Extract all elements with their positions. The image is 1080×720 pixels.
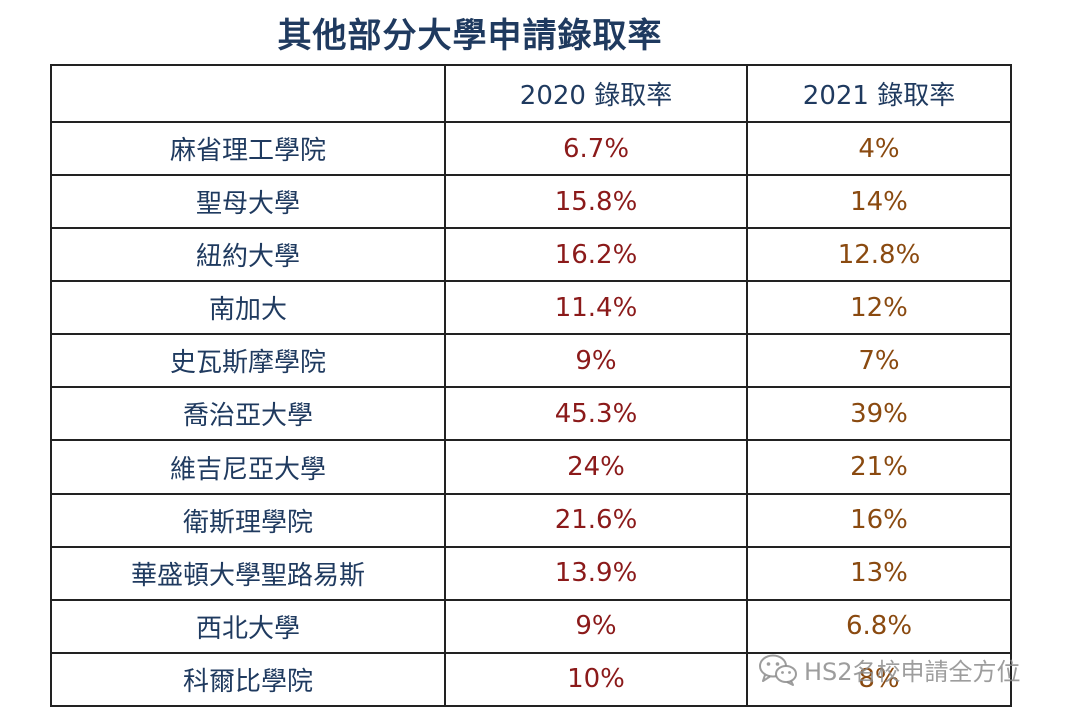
table-row: 西北大學 9% 6.8% (50, 598, 1012, 654)
school-name: 喬治亞大學 (50, 386, 446, 442)
school-name: 聖母大學 (50, 174, 446, 230)
rate-2020: 24% (444, 439, 748, 495)
rate-2020: 6.7% (444, 120, 748, 177)
rate-2021: 39% (746, 386, 1012, 442)
school-name: 華盛頓大學聖路易斯 (50, 545, 446, 601)
table-row: 聖母大學 15.8% 14% (50, 174, 1012, 230)
rate-2021: 4% (746, 120, 1012, 177)
rate-2021: 12.8% (746, 227, 1012, 283)
school-name: 南加大 (50, 280, 446, 336)
rate-2020: 45.3% (444, 386, 748, 442)
header-school (50, 64, 446, 123)
rate-2021: 8% (746, 651, 1012, 708)
table-header-row: 2020 錄取率 2021 錄取率 (50, 64, 1012, 123)
table-row: 喬治亞大學 45.3% 39% (50, 386, 1012, 442)
table-row: 南加大 11.4% 12% (50, 280, 1012, 336)
header-2020-rate: 2020 錄取率 (444, 64, 748, 123)
rate-2020: 9% (444, 598, 748, 654)
school-name: 紐約大學 (50, 227, 446, 283)
rate-2021: 6.8% (746, 598, 1012, 654)
school-name: 衛斯理學院 (50, 492, 446, 548)
table-row: 維吉尼亞大學 24% 21% (50, 439, 1012, 495)
rate-2021: 13% (746, 545, 1012, 601)
school-name: 西北大學 (50, 598, 446, 654)
rate-2021: 7% (746, 333, 1012, 389)
rate-2020: 16.2% (444, 227, 748, 283)
table-row: 衛斯理學院 21.6% 16% (50, 492, 1012, 548)
table-row: 紐約大學 16.2% 12.8% (50, 227, 1012, 283)
table-row: 麻省理工學院 6.7% 4% (50, 120, 1012, 177)
admission-rate-table: 2020 錄取率 2021 錄取率 麻省理工學院 6.7% 4% 聖母大學 15… (50, 64, 1012, 708)
school-name: 麻省理工學院 (50, 120, 446, 177)
table-row: 科爾比學院 10% 8% (50, 651, 1012, 708)
rate-2020: 13.9% (444, 545, 748, 601)
school-name: 維吉尼亞大學 (50, 439, 446, 495)
rate-2021: 21% (746, 439, 1012, 495)
table-row: 史瓦斯摩學院 9% 7% (50, 333, 1012, 389)
table-row: 華盛頓大學聖路易斯 13.9% 13% (50, 545, 1012, 601)
rate-2020: 9% (444, 333, 748, 389)
page-title: 其他部分大學申請錄取率 (277, 16, 663, 56)
school-name: 科爾比學院 (50, 651, 446, 708)
school-name: 史瓦斯摩學院 (50, 333, 446, 389)
rate-2021: 12% (746, 280, 1012, 336)
rate-2021: 14% (746, 174, 1012, 230)
header-2021-rate: 2021 錄取率 (746, 64, 1012, 123)
rate-2020: 11.4% (444, 280, 748, 336)
rate-2020: 15.8% (444, 174, 748, 230)
rate-2020: 10% (444, 651, 748, 708)
rate-2021: 16% (746, 492, 1012, 548)
rate-2020: 21.6% (444, 492, 748, 548)
